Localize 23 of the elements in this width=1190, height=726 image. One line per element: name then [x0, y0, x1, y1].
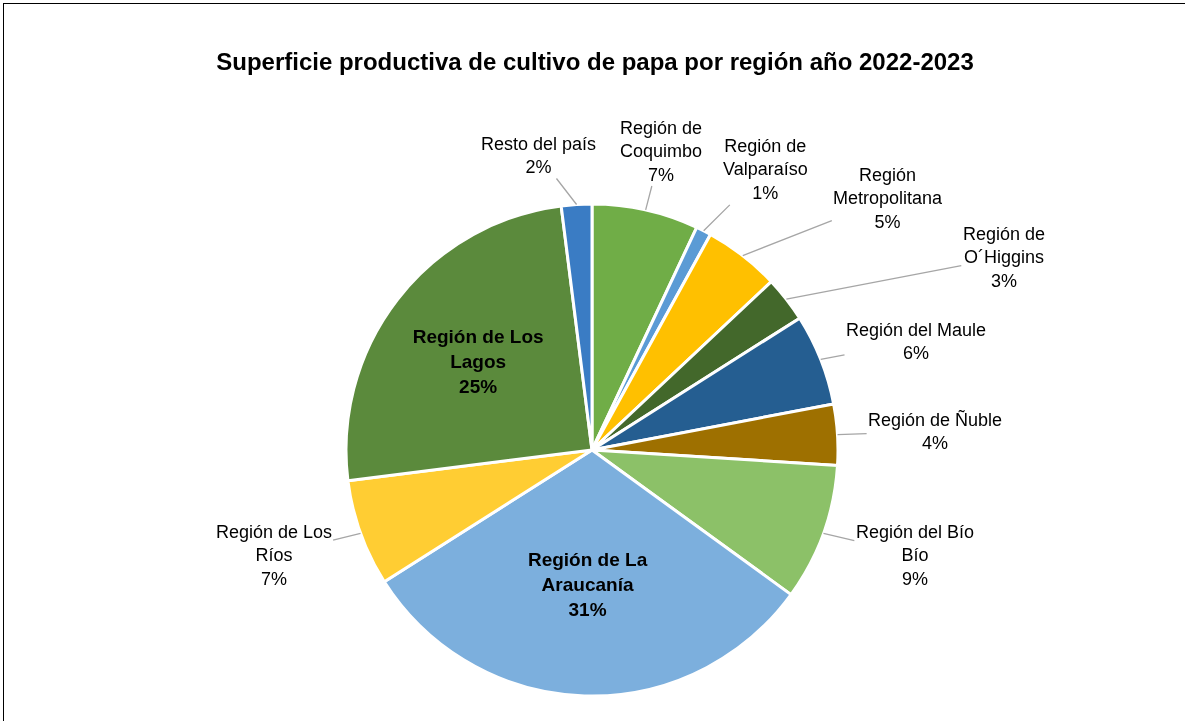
- slice-label: Región Metropolitana: [833, 165, 944, 209]
- data-label: 3%: [991, 270, 1018, 291]
- slice-label: Región de Valparaíso: [723, 136, 808, 180]
- slice-label: Región de O´Higgins: [963, 224, 1046, 268]
- slice-label: Resto del país: [481, 134, 597, 154]
- slice-label: Región de Los Ríos: [216, 522, 333, 566]
- data-label: 5%: [874, 211, 901, 232]
- data-label: 9%: [902, 568, 929, 589]
- data-label: 31%: [568, 598, 607, 620]
- slice-label: Región de Coquimbo: [620, 118, 703, 162]
- data-label: 25%: [459, 375, 498, 397]
- slice-label: Región de La Araucanía: [527, 549, 648, 596]
- slice-label: Región de Los Lagos: [412, 326, 544, 373]
- data-label: 4%: [922, 433, 949, 454]
- slice-label: Región del Maule: [846, 320, 987, 340]
- data-label: 7%: [261, 568, 288, 589]
- data-label: 6%: [903, 343, 930, 364]
- chart-title: Superficie productiva de cultivo de papa por región año 2022-2023: [216, 48, 974, 76]
- slice-label: Región del Bío Bío: [856, 522, 975, 566]
- data-label: 2%: [525, 157, 552, 178]
- data-label: 7%: [648, 164, 675, 185]
- data-label: 1%: [752, 182, 779, 203]
- slice-label: Región de Ñuble: [868, 409, 1003, 430]
